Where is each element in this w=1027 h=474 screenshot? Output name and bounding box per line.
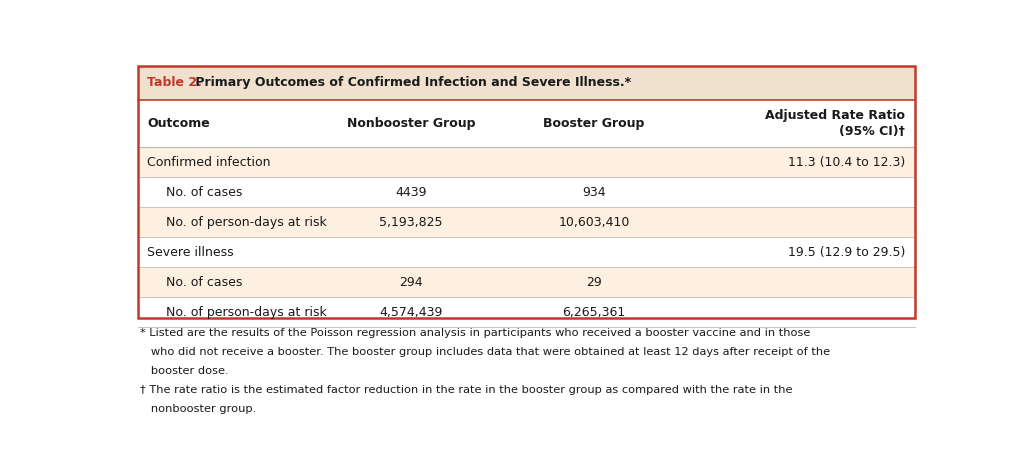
- Text: 934: 934: [582, 186, 606, 199]
- Text: Confirmed infection: Confirmed infection: [148, 156, 271, 169]
- Text: Nonbooster Group: Nonbooster Group: [347, 117, 476, 130]
- Bar: [138, 297, 915, 327]
- Text: 19.5 (12.9 to 29.5): 19.5 (12.9 to 29.5): [788, 246, 905, 259]
- Bar: [138, 267, 915, 297]
- Text: 5,193,825: 5,193,825: [379, 216, 443, 229]
- Bar: [138, 237, 915, 267]
- Text: † The rate ratio is the estimated factor reduction in the rate in the booster gr: † The rate ratio is the estimated factor…: [140, 385, 792, 395]
- Text: Outcome: Outcome: [148, 117, 211, 130]
- Bar: [138, 207, 915, 237]
- Text: No. of cases: No. of cases: [165, 275, 242, 289]
- Text: 294: 294: [400, 275, 423, 289]
- Bar: [138, 147, 915, 177]
- Text: 10,603,410: 10,603,410: [559, 216, 630, 229]
- Text: nonbooster group.: nonbooster group.: [140, 404, 256, 414]
- Text: No. of person-days at risk: No. of person-days at risk: [165, 216, 327, 229]
- Bar: [138, 100, 915, 147]
- Text: 29: 29: [586, 275, 602, 289]
- Text: Severe illness: Severe illness: [148, 246, 234, 259]
- Bar: [138, 66, 915, 100]
- Bar: [138, 177, 915, 207]
- Text: Table 2.: Table 2.: [148, 76, 202, 90]
- Text: No. of person-days at risk: No. of person-days at risk: [165, 306, 327, 319]
- Text: 6,265,361: 6,265,361: [563, 306, 625, 319]
- Text: 4439: 4439: [395, 186, 426, 199]
- Text: 4,574,439: 4,574,439: [379, 306, 443, 319]
- Text: Booster Group: Booster Group: [543, 117, 645, 130]
- Bar: [138, 66, 915, 318]
- Text: booster dose.: booster dose.: [140, 366, 228, 376]
- Text: Adjusted Rate Ratio
(95% CI)†: Adjusted Rate Ratio (95% CI)†: [765, 109, 905, 138]
- Text: Primary Outcomes of Confirmed Infection and Severe Illness.*: Primary Outcomes of Confirmed Infection …: [191, 76, 631, 90]
- Text: 11.3 (10.4 to 12.3): 11.3 (10.4 to 12.3): [788, 156, 905, 169]
- Text: * Listed are the results of the Poisson regression analysis in participants who : * Listed are the results of the Poisson …: [140, 328, 810, 338]
- Text: who did not receive a booster. The booster group includes data that were obtaine: who did not receive a booster. The boost…: [140, 347, 830, 357]
- Text: No. of cases: No. of cases: [165, 186, 242, 199]
